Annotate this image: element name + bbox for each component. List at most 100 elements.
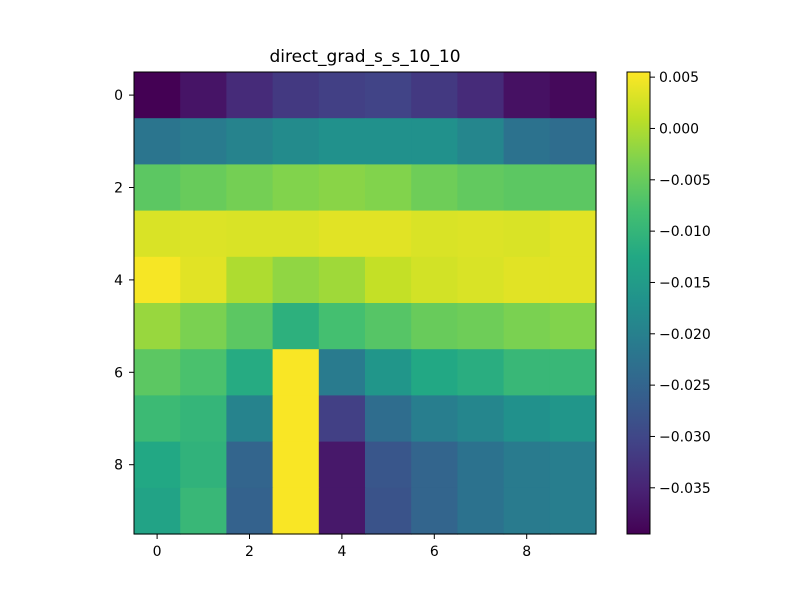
colorbar-tick-label: −0.030 — [659, 429, 711, 445]
heatmap-cell-r6-c8 — [503, 349, 551, 396]
y-tick-label: 0 — [114, 88, 123, 104]
heatmap-cell-r8-c8 — [503, 441, 551, 489]
heatmap-cell-r0-c3 — [272, 72, 320, 119]
heatmap-cell-r7-c8 — [503, 395, 551, 443]
heatmap-cell-r5-c1 — [180, 303, 227, 350]
heatmap-cell-r9-c2 — [226, 487, 274, 535]
heatmap-cell-r6-c1 — [180, 349, 227, 396]
heatmap-cell-r2-c8 — [503, 164, 551, 212]
colorbar-tick-label: −0.010 — [659, 224, 711, 240]
heatmap-cell-r8-c2 — [226, 441, 274, 489]
heatmap-cell-r8-c3 — [272, 441, 320, 489]
heatmap-cell-r1-c3 — [272, 118, 320, 165]
x-axis: 0 2 4 6 8 — [153, 534, 531, 560]
heatmap-cell-r7-c7 — [457, 395, 505, 443]
heatmap-cell-r1-c0 — [134, 118, 181, 165]
x-tick-label: 4 — [337, 544, 346, 560]
heatmap-cell-r8-c4 — [318, 441, 366, 489]
heatmap-cell-r1-c1 — [180, 118, 227, 165]
heatmap-cell-r9-c5 — [365, 487, 412, 535]
heatmap-cell-r2-c1 — [180, 164, 227, 212]
heatmap-cell-r7-c5 — [365, 395, 412, 443]
heatmap-cell-r7-c6 — [411, 395, 458, 443]
heatmap-cell-r3-c6 — [411, 210, 458, 258]
colorbar-tick-label: 0.000 — [659, 121, 699, 137]
heatmap-cell-r2-c6 — [411, 164, 458, 212]
colorbar-tick-label: −0.005 — [659, 173, 711, 189]
heatmap-cell-r4-c7 — [457, 256, 505, 304]
heatmap-cell-r9-c8 — [503, 487, 551, 535]
heatmap-cell-r2-c0 — [134, 164, 181, 212]
heatmap-cell-r5-c0 — [134, 303, 181, 350]
heatmap-cell-r3-c1 — [180, 210, 227, 258]
colorbar-tick-label: −0.015 — [659, 275, 711, 291]
heatmap-cell-r5-c6 — [411, 303, 458, 350]
heatmap-cell-r1-c9 — [549, 118, 597, 165]
heatmap-cell-r4-c8 — [503, 256, 551, 304]
heatmap-cell-r3-c4 — [318, 210, 366, 258]
heatmap-cell-r2-c3 — [272, 164, 320, 212]
x-tick-label: 0 — [153, 544, 162, 560]
heatmap-cell-r5-c8 — [503, 303, 551, 350]
heatmap-cell-r0-c8 — [503, 72, 551, 119]
heatmap-cell-r3-c7 — [457, 210, 505, 258]
heatmap-cell-r3-c2 — [226, 210, 274, 258]
heatmap-cell-r1-c6 — [411, 118, 458, 165]
heatmap-cell-r8-c9 — [549, 441, 597, 489]
heatmap-cell-r6-c3 — [272, 349, 320, 396]
heatmap-cell-r2-c7 — [457, 164, 505, 212]
heatmap-cell-r1-c7 — [457, 118, 505, 165]
heatmap-cell-r6-c4 — [318, 349, 366, 396]
heatmap-cell-r5-c4 — [318, 303, 366, 350]
colorbar-axis: 0.005 0.000 −0.005 −0.010 −0.015 −0.020 −0.025… — [650, 70, 711, 497]
heatmap-cell-r4-c3 — [272, 256, 320, 304]
heatmap-cell-r9-c3 — [272, 487, 320, 535]
heatmap-cell-r6-c0 — [134, 349, 181, 396]
heatmap-cell-r4-c1 — [180, 256, 227, 304]
heatmap-cell-r1-c8 — [503, 118, 551, 165]
heatmap-cell-r5-c3 — [272, 303, 320, 350]
heatmap-cell-r2-c4 — [318, 164, 366, 212]
heatmap-cell-r8-c0 — [134, 441, 181, 489]
heatmap-cell-r9-c9 — [549, 487, 597, 535]
heatmap-cell-r9-c4 — [318, 487, 366, 535]
plot-frame — [133, 71, 597, 535]
heatmap-cells — [134, 72, 597, 535]
heatmap-cell-r6-c6 — [411, 349, 458, 396]
heatmap-cell-r0-c6 — [411, 72, 458, 119]
heatmap-cell-r7-c1 — [180, 395, 227, 443]
colorbar-tick-label: −0.035 — [659, 481, 711, 497]
heatmap-cell-r3-c5 — [365, 210, 412, 258]
heatmap-cell-r3-c3 — [272, 210, 320, 258]
heatmap-cell-r3-c0 — [134, 210, 181, 258]
heatmap-cell-r8-c1 — [180, 441, 227, 489]
heatmap-cell-r4-c5 — [365, 256, 412, 304]
chart-title: direct_grad_s_s_10_10 — [269, 47, 460, 67]
heatmap-cell-r8-c6 — [411, 441, 458, 489]
heatmap-cell-r8-c7 — [457, 441, 505, 489]
y-axis: 0 2 4 6 8 — [114, 88, 134, 474]
heatmap-cell-r4-c9 — [549, 256, 597, 304]
y-tick-label: 6 — [114, 365, 123, 381]
heatmap-cell-r4-c6 — [411, 256, 458, 304]
heatmap-cell-r7-c2 — [226, 395, 274, 443]
heatmap-cell-r7-c3 — [272, 395, 320, 443]
heatmap-cell-r0-c4 — [318, 72, 366, 119]
heatmap-cell-r2-c2 — [226, 164, 274, 212]
heatmap-cell-r0-c7 — [457, 72, 505, 119]
heatmap-cell-r6-c5 — [365, 349, 412, 396]
heatmap-cell-r5-c2 — [226, 303, 274, 350]
heatmap-cell-r0-c1 — [180, 72, 227, 119]
heatmap-cell-r9-c7 — [457, 487, 505, 535]
x-tick-label: 2 — [245, 544, 254, 560]
heatmap-cell-r8-c5 — [365, 441, 412, 489]
heatmap-cell-r9-c0 — [134, 487, 181, 535]
heatmap-cell-r0-c0 — [134, 72, 181, 119]
colorbar-tick-label: −0.025 — [659, 378, 711, 394]
heatmap-cell-r3-c9 — [549, 210, 597, 258]
heatmap-cell-r6-c2 — [226, 349, 274, 396]
heatmap-cell-r2-c9 — [549, 164, 597, 212]
heatmap-cell-r0-c2 — [226, 72, 274, 119]
heatmap-cell-r1-c4 — [318, 118, 366, 165]
